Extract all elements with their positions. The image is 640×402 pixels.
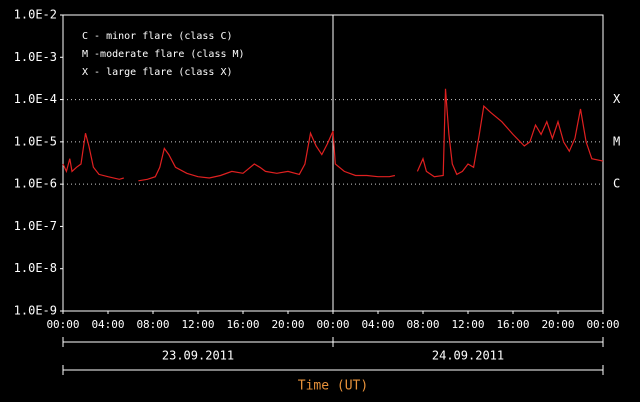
y-tick-label: 1.0E-6 bbox=[14, 177, 57, 191]
x-tick-label: 04:00 bbox=[91, 318, 124, 331]
x-tick-label: 12:00 bbox=[181, 318, 214, 331]
y-tick-label: 1.0E-9 bbox=[14, 304, 57, 318]
x-tick-label: 16:00 bbox=[496, 318, 529, 331]
class-level-label: X bbox=[613, 92, 621, 106]
x-tick-label: 08:00 bbox=[136, 318, 169, 331]
legend-note: X - large flare (class X) bbox=[82, 67, 233, 78]
legend-note: C - minor flare (class C) bbox=[82, 31, 233, 42]
y-tick-label: 1.0E-2 bbox=[14, 8, 57, 22]
x-tick-label: 16:00 bbox=[226, 318, 259, 331]
y-tick-label: 1.0E-8 bbox=[14, 261, 57, 275]
x-tick-label: 12:00 bbox=[451, 318, 484, 331]
y-tick-label: 1.0E-4 bbox=[14, 92, 57, 106]
x-tick-label: 08:00 bbox=[406, 318, 439, 331]
x-tick-label: 20:00 bbox=[271, 318, 304, 331]
x-tick-label: 04:00 bbox=[361, 318, 394, 331]
x-tick-label: 00:00 bbox=[586, 318, 619, 331]
y-tick-label: 1.0E-7 bbox=[14, 219, 57, 233]
x-tick-label: 00:00 bbox=[316, 318, 349, 331]
x-axis-label: Time (UT) bbox=[298, 379, 368, 394]
x-tick-label: 00:00 bbox=[46, 318, 79, 331]
date-label: 24.09.2011 bbox=[432, 349, 504, 363]
date-brackets bbox=[62, 337, 604, 375]
y-tick-label: 1.0E-5 bbox=[14, 134, 57, 148]
legend-note: M -moderate flare (class M) bbox=[82, 49, 245, 60]
class-level-label: M bbox=[613, 134, 620, 148]
flux-line bbox=[62, 88, 604, 182]
x-tick-label: 20:00 bbox=[541, 318, 574, 331]
class-level-label: C bbox=[613, 177, 620, 191]
date-label: 23.09.2011 bbox=[162, 349, 234, 363]
y-tick-label: 1.0E-3 bbox=[14, 50, 57, 64]
